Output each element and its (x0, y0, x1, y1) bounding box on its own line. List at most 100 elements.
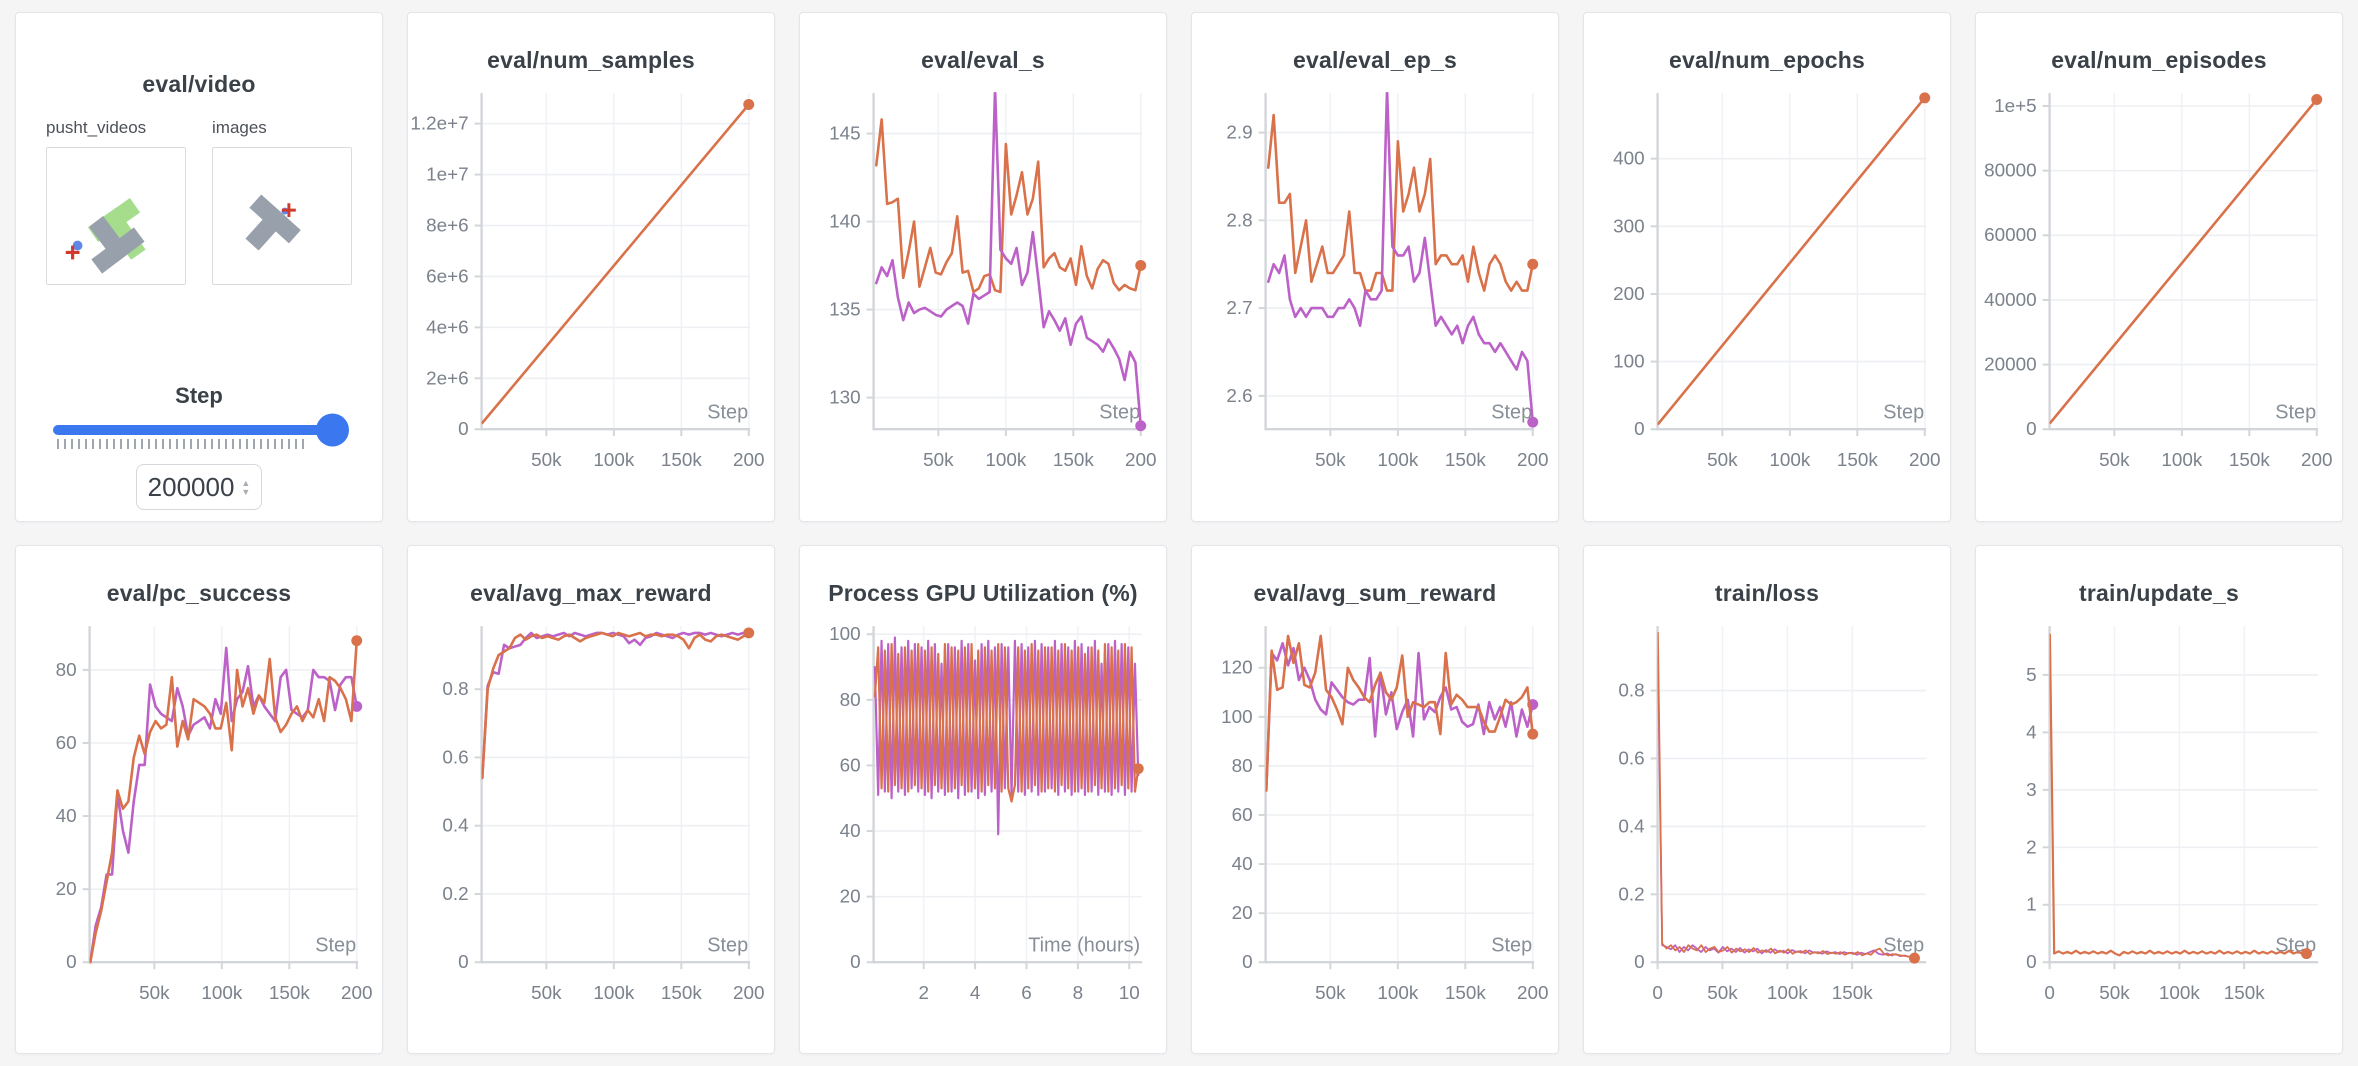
chart-title: eval/eval_ep_s (1293, 47, 1457, 73)
svg-text:150k: 150k (1445, 450, 1486, 471)
svg-text:200: 200 (341, 983, 373, 1004)
svg-text:80: 80 (1232, 755, 1253, 776)
svg-text:20: 20 (840, 886, 861, 907)
chart-title: eval/pc_success (106, 579, 292, 606)
svg-text:0: 0 (458, 952, 469, 973)
svg-text:4: 4 (2026, 722, 2037, 743)
chart-plot-eval-eval-s[interactable]: 50k 100k 150k 200 130 135 140 145 Step (800, 76, 1166, 500)
step-value: 200000 (147, 471, 235, 502)
svg-text:200: 200 (1613, 284, 1645, 305)
pusht-video-thumbnail[interactable] (46, 147, 186, 285)
svg-text:Step: Step (2275, 401, 2316, 423)
svg-text:60000: 60000 (1984, 225, 2037, 246)
chart-plot-eval-num-episodes[interactable]: 50k 100k 150k 200 0 20000 40000 60000 80000 1e+5 S… (1976, 76, 2342, 500)
panel-title: eval/video (142, 71, 256, 97)
step-increment-icon[interactable]: ▲ (241, 477, 251, 488)
svg-text:50k: 50k (1707, 450, 1738, 471)
panel-eval-video: eval/video pusht_videos (15, 12, 383, 522)
chart-plot-eval-num-samples[interactable]: 50k 100k 150k 200 0 2e+6 4e+6 6e+6 8e+6 1e+7 1.2e+… (408, 76, 774, 500)
svg-text:0.6: 0.6 (442, 747, 468, 768)
pusht-block-t-shape (245, 194, 301, 251)
svg-text:100k: 100k (593, 450, 634, 471)
svg-text:0.2: 0.2 (1618, 884, 1644, 905)
chart-title: eval/eval_s (921, 47, 1045, 73)
chart-plot-eval-avg-sum-reward[interactable]: 50k 100k 150k 200 0 20 40 60 80 100 120 Step (1192, 609, 1558, 1033)
chart-title: eval/avg_sum_reward (1253, 579, 1497, 606)
svg-text:200: 200 (733, 450, 765, 471)
svg-text:0.6: 0.6 (1618, 748, 1644, 769)
step-slider-track[interactable] (53, 413, 349, 447)
svg-text:8: 8 (1073, 983, 1084, 1004)
svg-text:0: 0 (2044, 983, 2055, 1004)
svg-text:40: 40 (56, 806, 77, 827)
svg-text:50k: 50k (2099, 983, 2130, 1004)
panel-process-gpu-utilization: Process GPU Utilization (%) 2 4 6 8 10 0 20 40 6… (799, 544, 1167, 1054)
panel-eval-eval-ep-s: eval/eval_ep_s 50k 100k 150k 200 2.6 2.7 2.8 2.… (1191, 12, 1559, 522)
svg-text:2: 2 (2026, 837, 2037, 858)
svg-text:80000: 80000 (1984, 161, 2037, 182)
images-thumbnail[interactable] (212, 147, 352, 285)
svg-text:200: 200 (2301, 450, 2333, 471)
chart-plot-eval-avg-max-reward[interactable]: 50k 100k 150k 200 0 0.2 0.4 0.6 0.8 Step (408, 609, 774, 1033)
svg-text:100k: 100k (201, 983, 242, 1004)
svg-text:200: 200 (1125, 450, 1157, 471)
svg-text:150k: 150k (1837, 450, 1878, 471)
svg-text:100k: 100k (1769, 450, 1810, 471)
svg-text:135: 135 (829, 300, 861, 321)
panel-eval-num-samples: eval/num_samples 50k 100k 150k 200 0 2e+6 4e+6… (407, 12, 775, 522)
pusht-env-render (65, 197, 146, 274)
svg-text:20: 20 (1232, 903, 1253, 924)
svg-text:100k: 100k (985, 450, 1026, 471)
svg-text:1.2e+7: 1.2e+7 (410, 114, 468, 135)
svg-text:0.8: 0.8 (1618, 680, 1644, 701)
svg-text:3: 3 (2026, 779, 2037, 800)
pusht-goal-cross (65, 245, 80, 260)
svg-text:2.7: 2.7 (1226, 298, 1252, 319)
step-value-input[interactable]: 200000 ▲ ▼ (136, 464, 262, 510)
svg-text:Step: Step (1883, 401, 1924, 423)
svg-text:1e+5: 1e+5 (1994, 96, 2037, 117)
step-slider-handle[interactable] (316, 413, 349, 447)
chart-plot-train-loss[interactable]: 0 50k 100k 150k 0 0.2 0.4 0.6 0.8 Step (1584, 609, 1950, 1033)
svg-text:150k: 150k (2229, 450, 2270, 471)
svg-text:400: 400 (1613, 149, 1645, 170)
svg-text:Step: Step (707, 934, 748, 956)
svg-text:1e+7: 1e+7 (426, 165, 469, 186)
svg-text:0: 0 (1634, 419, 1645, 440)
panel-eval-avg-max-reward: eval/avg_max_reward 50k 100k 150k 200 0 0.2 0.… (407, 544, 775, 1054)
svg-text:100: 100 (829, 624, 861, 645)
step-decrement-icon[interactable]: ▼ (241, 486, 251, 497)
svg-text:200: 200 (1909, 450, 1941, 471)
svg-text:2.9: 2.9 (1226, 123, 1252, 144)
step-slider[interactable] (53, 413, 349, 449)
svg-text:20: 20 (56, 879, 77, 900)
pusht-agent-dot (72, 240, 83, 251)
svg-text:150k: 150k (1445, 983, 1486, 1004)
svg-text:0.2: 0.2 (442, 883, 468, 904)
media-column-images: images (212, 118, 352, 285)
svg-text:150k: 150k (1053, 450, 1094, 471)
chart-plot-eval-num-epochs[interactable]: 50k 100k 150k 200 0 100 200 300 400 Step (1584, 76, 1950, 500)
panel-eval-num-episodes: eval/num_episodes 50k 100k 150k 200 0 20000 40… (1975, 12, 2343, 522)
svg-text:145: 145 (829, 124, 861, 145)
step-stepper-arrows[interactable]: ▲ ▼ (241, 477, 251, 497)
svg-text:0: 0 (2026, 419, 2037, 440)
chart-plot-eval-pc-success[interactable]: 50k 100k 150k 200 0 20 40 60 80 Step (16, 609, 382, 1033)
svg-text:140: 140 (829, 212, 861, 233)
svg-text:8e+6: 8e+6 (426, 215, 469, 236)
pusht-block-t-shape (88, 216, 145, 274)
panel-train-loss: train/loss 0 50k 100k 150k 0 0.2 0.4 0.6 0.8 Step (1583, 544, 1951, 1054)
svg-text:6: 6 (1021, 983, 1032, 1004)
panel-eval-pc-success: eval/pc_success 50k 100k 150k 200 0 20 40 60 80 S… (15, 544, 383, 1054)
svg-text:5: 5 (2026, 664, 2037, 685)
svg-text:20000: 20000 (1984, 355, 2037, 376)
chart-plot-eval-eval-ep-s[interactable]: 50k 100k 150k 200 2.6 2.7 2.8 2.9 Step (1192, 76, 1558, 500)
svg-text:200: 200 (1517, 983, 1549, 1004)
svg-text:Step: Step (1491, 934, 1532, 956)
chart-title: train/loss (1714, 579, 1820, 606)
svg-text:0: 0 (2026, 952, 2037, 973)
svg-text:130: 130 (829, 388, 861, 409)
